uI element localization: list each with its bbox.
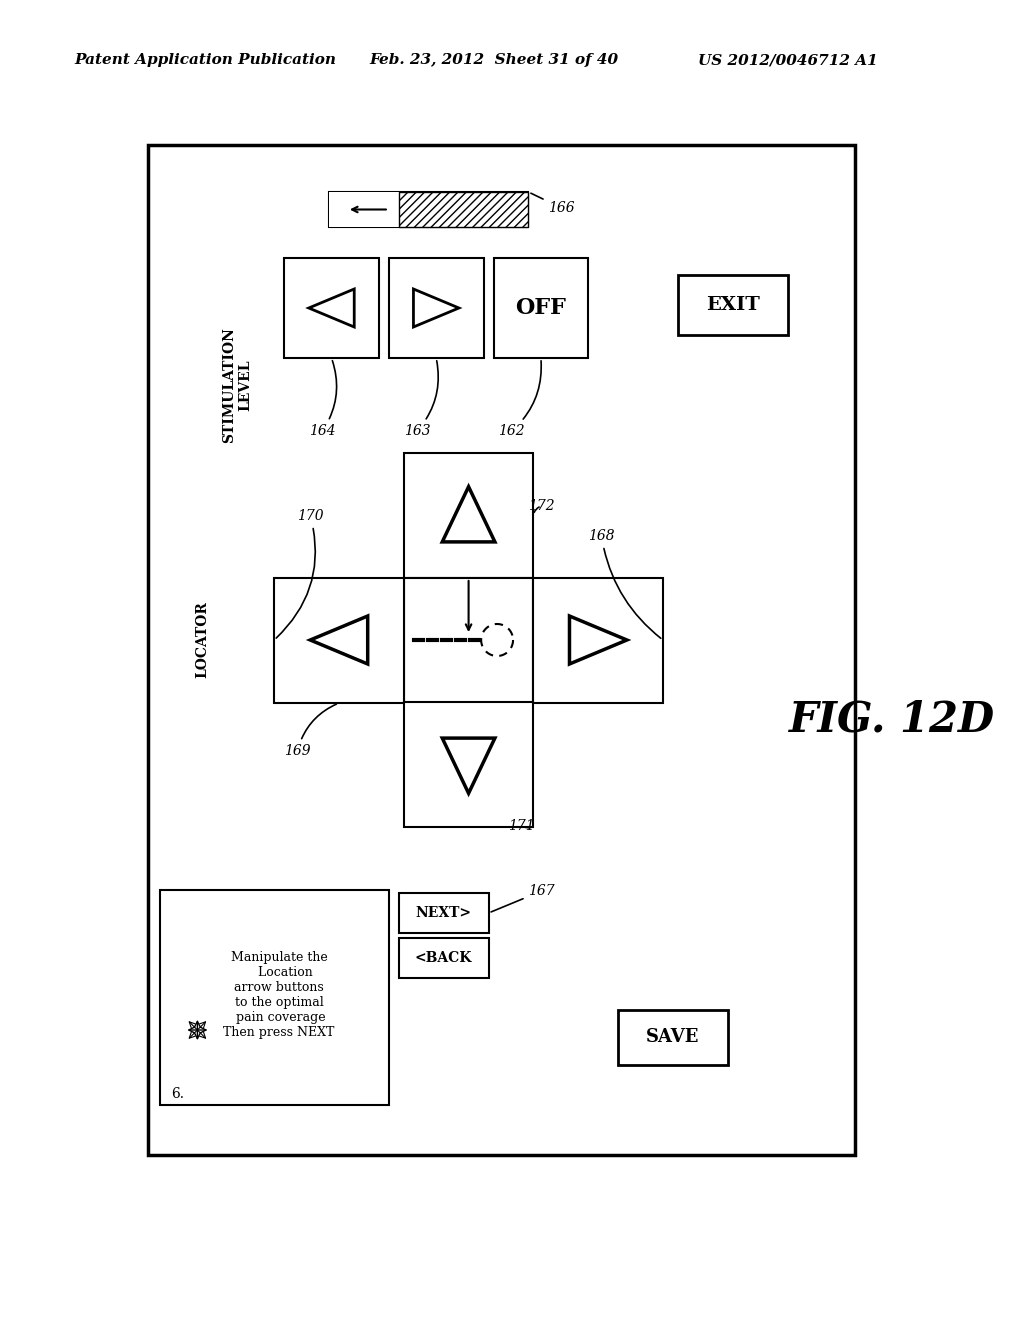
Text: EXIT: EXIT (706, 296, 760, 314)
Text: 169: 169 (284, 704, 337, 758)
Bar (389, 257, 483, 358)
Text: 170: 170 (276, 510, 324, 638)
Text: <BACK: <BACK (415, 950, 472, 965)
Bar (160, 890, 389, 1105)
Text: LOCATOR: LOCATOR (196, 602, 209, 678)
Text: 162: 162 (499, 360, 542, 438)
Text: US 2012/0046712 A1: US 2012/0046712 A1 (698, 53, 878, 67)
Bar (618, 1010, 728, 1065)
Bar (398, 894, 488, 933)
Text: 6.: 6. (171, 1086, 184, 1101)
Text: Manipulate the
   Location
arrow buttons
to the optimal
 pain coverage
Then pres: Manipulate the Location arrow buttons to… (223, 950, 335, 1039)
Text: Feb. 23, 2012  Sheet 31 of 40: Feb. 23, 2012 Sheet 31 of 40 (369, 53, 618, 67)
Bar (329, 191, 398, 227)
Bar (284, 257, 379, 358)
Text: SAVE: SAVE (646, 1028, 699, 1047)
Bar (403, 702, 534, 828)
Text: FIG. 12D: FIG. 12D (790, 700, 995, 741)
Bar (274, 578, 403, 704)
Bar (678, 275, 787, 335)
Text: 168: 168 (588, 529, 660, 639)
Text: 167: 167 (492, 884, 555, 912)
Text: NEXT>: NEXT> (416, 906, 472, 920)
Bar (398, 939, 488, 978)
Text: OFF: OFF (515, 297, 566, 319)
Text: STIMULATION
LEVEL: STIMULATION LEVEL (222, 327, 252, 444)
Text: 163: 163 (403, 360, 438, 438)
Bar (534, 578, 663, 704)
Text: 164: 164 (309, 360, 337, 438)
Bar (403, 453, 534, 578)
Bar (494, 257, 588, 358)
Text: 172: 172 (528, 499, 555, 513)
Text: Patent Application Publication: Patent Application Publication (75, 53, 337, 67)
Bar (147, 145, 855, 1155)
Bar (398, 191, 528, 227)
Bar (403, 578, 534, 704)
Text: 166: 166 (530, 193, 574, 215)
Text: 171: 171 (509, 818, 536, 833)
Bar (329, 191, 528, 227)
